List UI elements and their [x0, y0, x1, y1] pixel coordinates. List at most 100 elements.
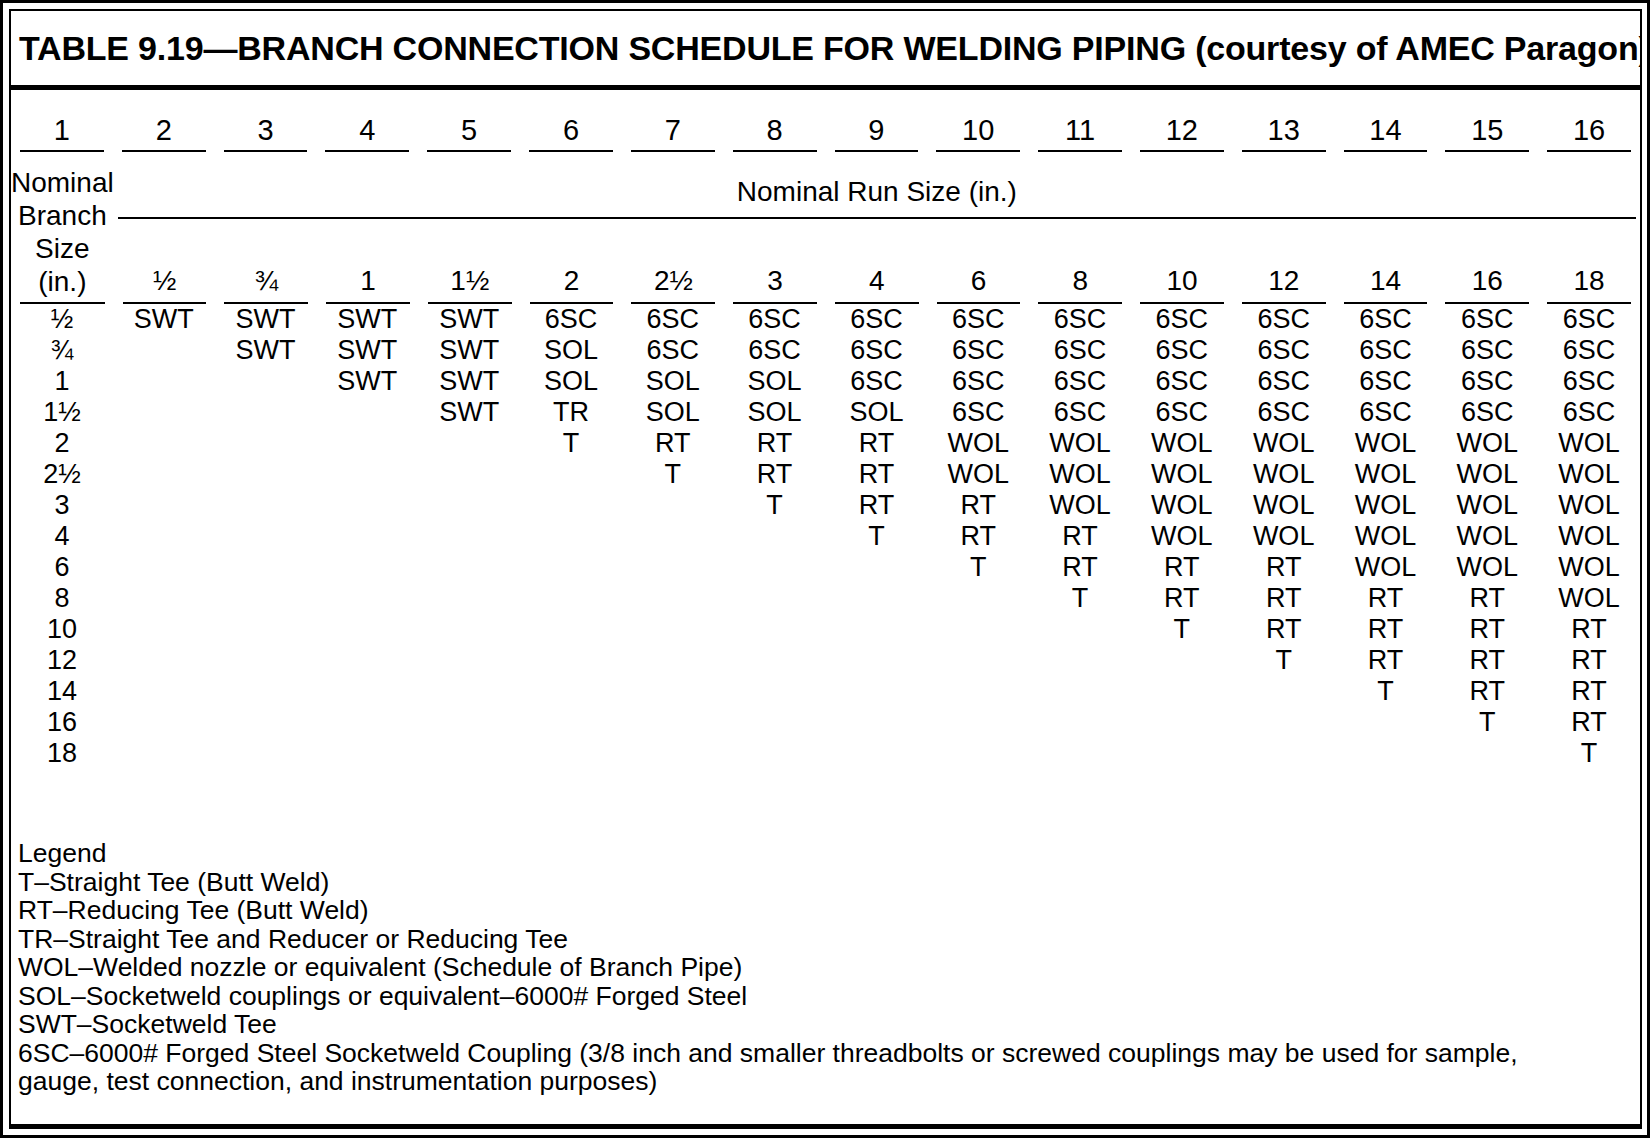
- run-size-cell: 14: [1335, 219, 1437, 304]
- table-row: ¾SWTSWTSWTSOL6SC6SC6SC6SC6SC6SC6SC6SC6SC…: [11, 335, 1640, 366]
- branch-header-line: (in.): [11, 265, 114, 298]
- schedule-cell: SWT: [418, 366, 520, 397]
- table-row: 2TRTRTRTWOLWOLWOLWOLWOLWOLWOL: [11, 428, 1640, 459]
- table-frame: TABLE 9.19—BRANCH CONNECTION SCHEDULE FO…: [9, 9, 1642, 1129]
- column-number: 3: [215, 113, 317, 147]
- schedule-cell: RT: [1335, 583, 1437, 614]
- schedule-cell: [418, 459, 520, 490]
- schedule-cell: [418, 521, 520, 552]
- schedule-cell: [1233, 676, 1335, 707]
- schedule-cell: [418, 614, 520, 645]
- schedule-cell: WOL: [927, 459, 1029, 490]
- schedule-cell: [724, 521, 826, 552]
- schedule-cell: SWT: [418, 397, 520, 428]
- legend-entry: T–Straight Tee (Butt Weld): [18, 868, 1600, 897]
- schedule-cell: T: [622, 459, 724, 490]
- schedule-cell: RT: [826, 428, 928, 459]
- schedule-cell: 6SC: [927, 397, 1029, 428]
- schedule-cell: [316, 521, 418, 552]
- run-size-header-title: Nominal Run Size (in.): [114, 176, 1640, 208]
- column-number-cell: 6: [520, 100, 622, 152]
- legend-entry: WOL–Welded nozzle or equivalent (Schedul…: [18, 953, 1600, 982]
- run-size-label: 2½: [622, 264, 724, 298]
- schedule-cell: 6SC: [1131, 366, 1233, 397]
- schedule-cell: [724, 707, 826, 738]
- column-number-cell: 16: [1538, 100, 1640, 152]
- schedule-cell: RT: [1538, 614, 1640, 645]
- schedule-cell: [316, 428, 418, 459]
- schedule-cell: [1029, 645, 1131, 676]
- schedule-cell: RT: [1131, 552, 1233, 583]
- run-size-label: 18: [1538, 264, 1640, 298]
- column-number-cell: 15: [1436, 100, 1538, 152]
- column-number: 9: [826, 113, 928, 147]
- schedule-cell: 6SC: [724, 335, 826, 366]
- schedule-cell: WOL: [1233, 521, 1335, 552]
- column-number-cell: 5: [418, 100, 520, 152]
- run-size-label: 10: [1131, 264, 1233, 298]
- branch-size-label: 8: [11, 583, 113, 614]
- schedule-cell: [113, 459, 215, 490]
- schedule-cell: WOL: [1538, 490, 1640, 521]
- schedule-cell: [826, 552, 928, 583]
- run-size-cell: 1½: [419, 219, 521, 304]
- table-row: 18T: [11, 738, 1640, 769]
- schedule-cell: [215, 552, 317, 583]
- schedule-cell: [113, 335, 215, 366]
- schedule-cell: [215, 521, 317, 552]
- schedule-cell: 6SC: [1538, 397, 1640, 428]
- schedule-cell: 6SC: [826, 335, 928, 366]
- column-number-cell: 9: [826, 100, 928, 152]
- schedule-cell: RT: [1233, 583, 1335, 614]
- table-row: 4TRTRTWOLWOLWOLWOLWOL: [11, 521, 1640, 552]
- schedule-cell: RT: [1538, 645, 1640, 676]
- schedule-cell: T: [1131, 614, 1233, 645]
- schedule-cell: WOL: [1335, 521, 1437, 552]
- schedule-cell: 6SC: [1131, 397, 1233, 428]
- run-size-cell: 12: [1233, 219, 1335, 304]
- schedule-cell: T: [826, 521, 928, 552]
- schedule-cell: 6SC: [927, 366, 1029, 397]
- schedule-cell: RT: [1131, 583, 1233, 614]
- schedule-cell: SOL: [724, 397, 826, 428]
- column-number-cell: 3: [215, 100, 317, 152]
- branch-size-label: 2½: [11, 459, 113, 490]
- run-size-label: 12: [1233, 264, 1335, 298]
- schedule-cell: TR: [520, 397, 622, 428]
- column-number: 6: [520, 113, 622, 147]
- column-number: 11: [1029, 113, 1131, 147]
- legend-entry: SOL–Socketweld couplings or equivalent–6…: [18, 982, 1600, 1011]
- schedule-cell: [316, 552, 418, 583]
- schedule-cell: [826, 707, 928, 738]
- branch-size-label: 6: [11, 552, 113, 583]
- run-size-cell: 8: [1029, 219, 1131, 304]
- schedule-cell: [113, 707, 215, 738]
- schedule-cell: WOL: [1538, 583, 1640, 614]
- schedule-cell: T: [927, 552, 1029, 583]
- schedule-cell: 6SC: [1538, 366, 1640, 397]
- schedule-cell: RT: [1029, 552, 1131, 583]
- schedule-cell: WOL: [1131, 490, 1233, 521]
- branch-size-label: ½: [11, 304, 113, 335]
- schedule-cell: 6SC: [1335, 366, 1437, 397]
- branch-header-line: Nominal: [11, 166, 114, 199]
- schedule-cell: [520, 676, 622, 707]
- schedule-cell: WOL: [1233, 490, 1335, 521]
- schedule-cell: 6SC: [1335, 397, 1437, 428]
- legend-entries: T–Straight Tee (Butt Weld)RT–Reducing Te…: [18, 868, 1600, 1096]
- schedule-cell: [520, 552, 622, 583]
- schedule-cell: [113, 645, 215, 676]
- schedule-cell: 6SC: [1436, 304, 1538, 335]
- schedule-cell: 6SC: [622, 335, 724, 366]
- schedule-cell: [927, 645, 1029, 676]
- legend: Legend T–Straight Tee (Butt Weld)RT–Redu…: [11, 839, 1640, 1096]
- schedule-cell: [520, 707, 622, 738]
- schedule-cell: 6SC: [1029, 397, 1131, 428]
- schedule-cell: SOL: [622, 366, 724, 397]
- table-row: 14TRTRT: [11, 676, 1640, 707]
- schedule-cell: [418, 552, 520, 583]
- schedule-cell: 6SC: [520, 304, 622, 335]
- branch-size-label: 10: [11, 614, 113, 645]
- schedule-cell: [1335, 707, 1437, 738]
- schedule-cell: 6SC: [1131, 304, 1233, 335]
